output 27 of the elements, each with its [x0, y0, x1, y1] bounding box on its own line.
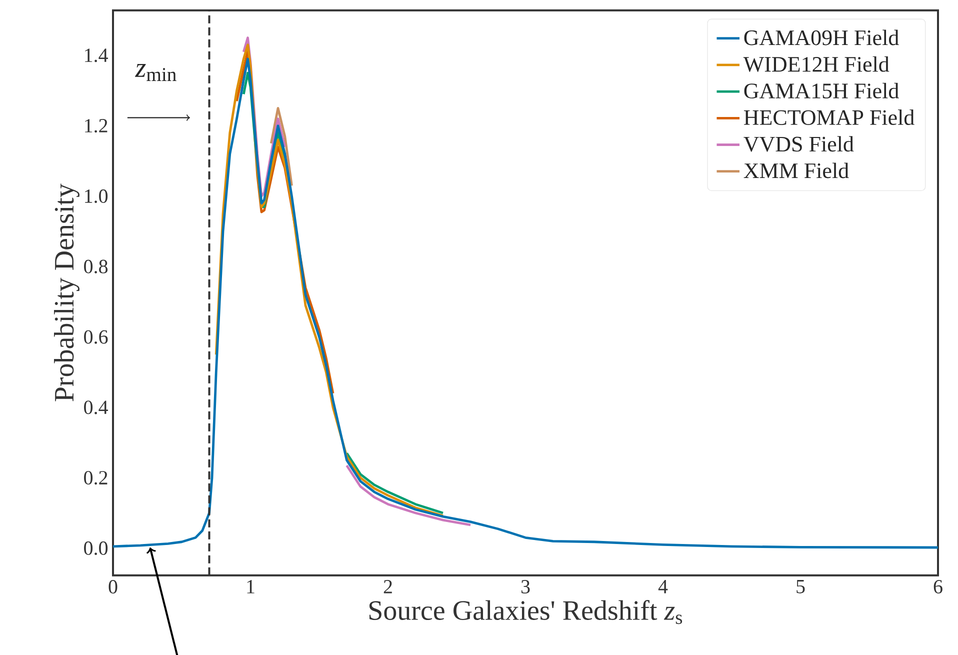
x-tick-label: 0 — [108, 580, 118, 594]
line-series — [270, 106, 293, 187]
legend-label: HECTOMAP Field — [744, 110, 914, 125]
y-tick-label: 1.4 — [85, 48, 108, 62]
y-tick-label: 0.4 — [84, 400, 108, 414]
y-tick-label: 0.8 — [84, 260, 108, 274]
line-series — [214, 44, 444, 518]
legend-label: WIDE12H Field — [743, 56, 890, 72]
legend-label: VVDS Field — [744, 136, 854, 152]
y-tick-label: 1.0 — [85, 189, 108, 203]
x-tick-label: 3 — [521, 580, 530, 594]
x-tick-label: 1 — [247, 580, 254, 594]
legend-label: XMM Field — [744, 162, 849, 178]
y-tick-label: 0.6 — [84, 330, 108, 344]
x-tick-label: 6 — [934, 580, 942, 594]
y-tick-label: 1.2 — [85, 119, 108, 133]
y-axis-title: Probability Density — [54, 184, 80, 402]
y-tick-label: 0.2 — [84, 471, 108, 485]
x-tick-label: 4 — [658, 580, 668, 594]
x-tick-label: 5 — [796, 580, 805, 594]
x-tick-label: 2 — [384, 580, 392, 594]
x-axis-title: Source Galaxies' Redshift z$_{s}$ — [369, 600, 682, 624]
line-series — [112, 58, 940, 549]
y-tick-label: 0.0 — [84, 541, 108, 556]
legend-label: GAMA15H Field — [744, 82, 899, 98]
ref-line-label: z$_{min}$ — [134, 64, 176, 81]
legend-label: GAMA09H Field — [744, 30, 899, 46]
